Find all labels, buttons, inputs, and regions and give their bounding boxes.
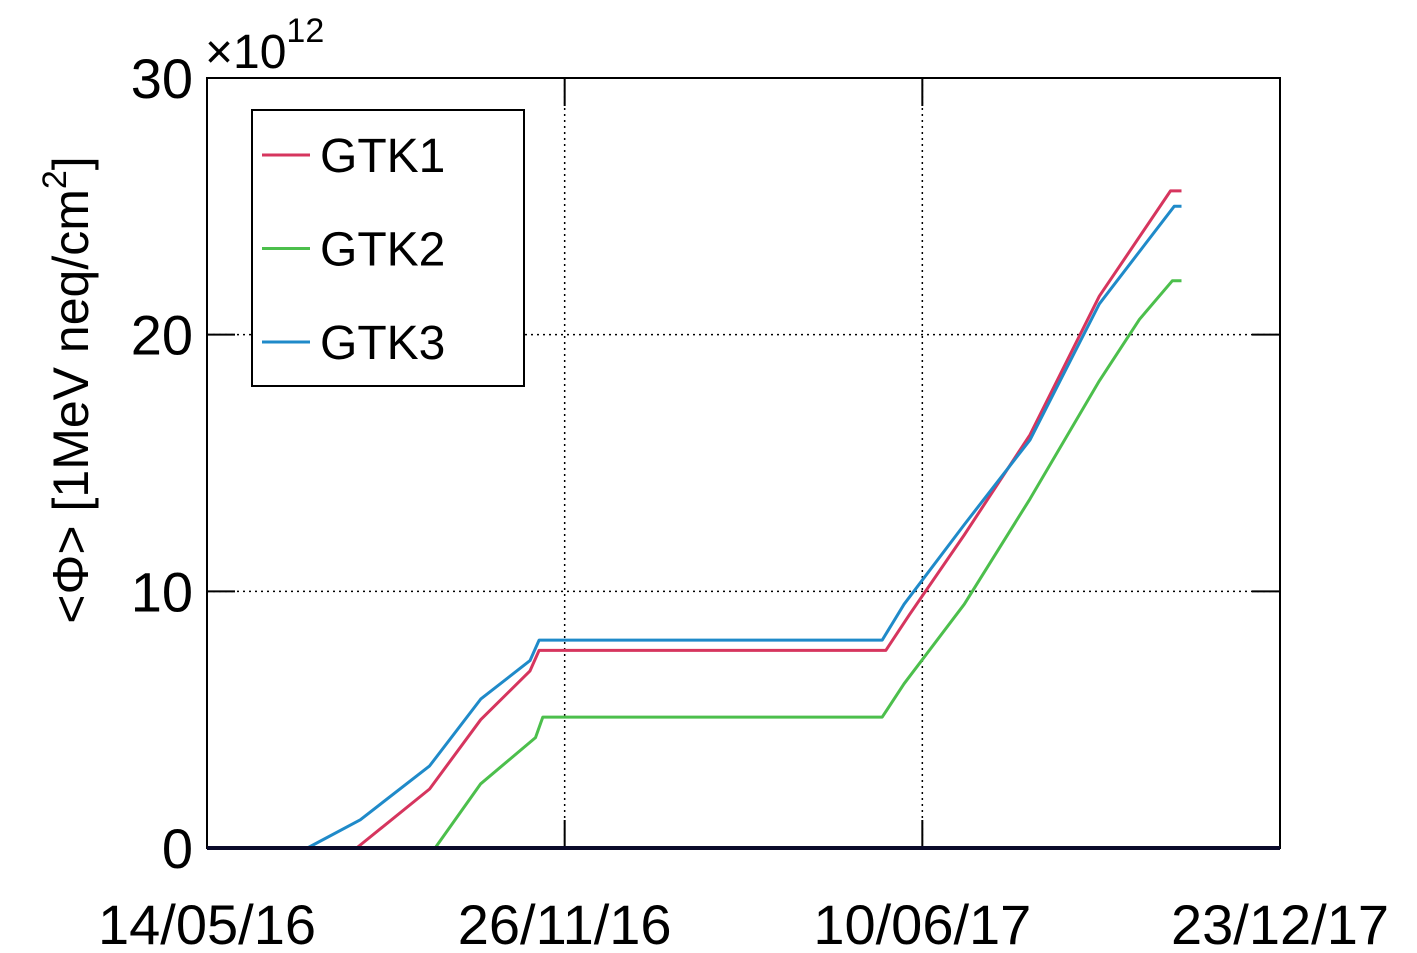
y-multiplier-exponent: 12 (286, 12, 324, 50)
x-tick-label: 14/05/16 (98, 893, 316, 953)
legend-label: GTK1 (320, 130, 445, 183)
legend-label: GTK2 (320, 224, 445, 277)
y-tick-label: 30 (131, 47, 193, 110)
y-tick-label: 10 (131, 560, 193, 623)
series-line (433, 279, 1182, 849)
series-line (306, 204, 1182, 850)
series-line (355, 189, 1182, 850)
y-axis-label: <Φ> [1MeV neq/cm2] (36, 156, 99, 623)
y-label-end: ] (43, 156, 99, 170)
legend-label: GTK3 (320, 317, 445, 370)
y-multiplier: ×1012 (205, 12, 324, 79)
y-tick-label: 20 (131, 304, 193, 367)
y-multiplier-base: ×10 (205, 26, 286, 79)
legend: GTK1 GTK2 GTK3 (251, 109, 525, 387)
y-tick-label: 0 (162, 817, 193, 880)
x-tick-label: 26/11/16 (458, 893, 672, 953)
y-label-main: <Φ> [1MeV neq/cm (43, 189, 99, 624)
x-tick-label: 23/12/17 (1171, 893, 1389, 953)
x-tick-label: 10/06/17 (813, 893, 1031, 953)
y-label-sup: 2 (36, 170, 74, 189)
